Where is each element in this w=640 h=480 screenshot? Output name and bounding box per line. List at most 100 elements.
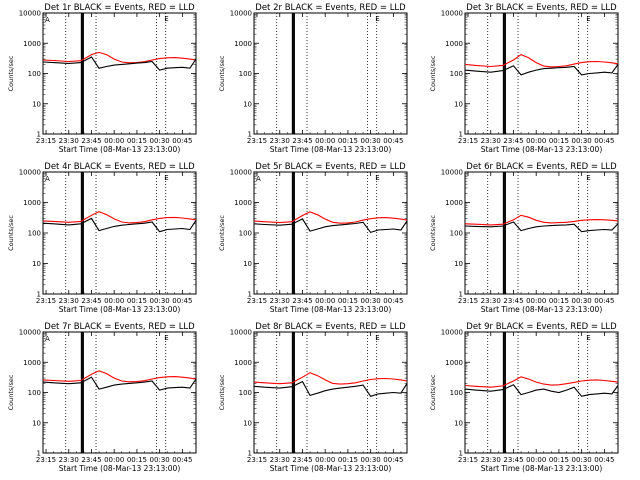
y-tick-label: 10 [32,260,41,268]
y-tick-label: 100 [239,70,252,78]
y-tick-label: 10000 [19,10,41,18]
x-axis-label: Start Time (08-Mar-13 23:13:00) [59,464,181,473]
y-tick-label: 10000 [230,169,252,177]
panel-title: Det 7r BLACK = Events, RED = LLD [44,322,195,332]
series-events-line [42,376,197,391]
y-axis-label: Counts/sec [7,374,15,410]
y-tick-label: 1 [37,131,41,139]
panel-3: Det 3r BLACK = Events, RED = LLD 1 10 100 10… [429,3,619,154]
x-tick-label: 23:15 [36,297,56,305]
series-events-line [253,218,408,234]
y-tick-label: 1 [37,450,41,458]
y-tick-label: 10 [243,260,252,268]
x-tick-label: 00:15 [127,297,147,305]
y-tick-label: 10 [32,419,41,427]
x-tick-label: 00:45 [594,137,614,145]
x-tick-label: 00:45 [383,137,403,145]
panel-1: Det 1r BLACK = Events, RED = LLD 1 10 100 10… [7,3,197,154]
series-lld-line [253,372,408,385]
x-tick-label: 23:45 [503,137,523,145]
x-tick-label: 23:30 [481,456,501,464]
y-axis-label: Counts/sec [429,215,437,251]
x-tick-label: 23:15 [36,137,56,145]
x-axis-label: Start Time (08-Mar-13 23:13:00) [270,145,392,154]
x-tick-label: 23:15 [36,456,56,464]
y-tick-label: 10 [243,419,252,427]
panel-title: Det 1r BLACK = Events, RED = LLD [44,3,195,13]
mode-marker: A [45,175,50,183]
mode-marker: A [256,175,261,183]
y-tick-label: 100 [239,389,252,397]
y-tick-label: 1000 [234,359,252,367]
y-tick-label: 10 [32,100,41,108]
x-tick-label: 23:45 [81,297,101,305]
y-tick-label: 10 [454,100,463,108]
y-tick-label: 10 [454,419,463,427]
x-tick-label: 00:15 [338,456,358,464]
flag-marker: E [375,15,379,23]
x-axis-label: Start Time (08-Mar-13 23:13:00) [481,464,603,473]
y-tick-label: 10000 [19,329,41,337]
x-tick-label: 23:15 [458,456,478,464]
x-tick-label: 23:15 [247,297,267,305]
y-tick-label: 1 [248,291,252,299]
y-tick-label: 10000 [19,169,41,177]
x-tick-label: 23:30 [59,297,79,305]
y-tick-label: 1 [248,450,252,458]
x-tick-label: 00:00 [526,297,546,305]
panel-title: Det 9r BLACK = Events, RED = LLD [466,322,617,332]
x-tick-label: 23:30 [481,297,501,305]
x-tick-label: 00:15 [338,137,358,145]
panel-title: Det 3r BLACK = Events, RED = LLD [466,3,617,13]
series-lld-line [253,211,408,224]
x-tick-label: 00:45 [172,137,192,145]
x-tick-label: 00:30 [572,297,592,305]
y-tick-label: 10000 [441,10,463,18]
y-axis-label: Counts/sec [218,55,226,91]
x-tick-label: 00:30 [361,137,381,145]
flag-marker: E [586,174,590,182]
x-tick-label: 00:00 [315,137,335,145]
x-tick-label: 00:00 [104,456,124,464]
panel-title: Det 4r BLACK = Events, RED = LLD [44,162,195,172]
y-tick-label: 10 [454,260,463,268]
y-tick-label: 1000 [23,40,41,48]
x-tick-label: 23:30 [59,456,79,464]
panel-title: Det 2r BLACK = Events, RED = LLD [255,3,406,13]
series-events-line [253,380,408,397]
flag-marker: E [586,334,590,342]
x-tick-label: 00:45 [172,456,192,464]
y-tick-label: 100 [450,389,463,397]
series-events-line [464,64,619,76]
x-tick-label: 00:15 [549,456,569,464]
x-axis-label: Start Time (08-Mar-13 23:13:00) [270,305,392,314]
y-tick-label: 100 [450,230,463,238]
x-tick-label: 23:30 [270,297,290,305]
series-events-line [464,384,619,397]
x-tick-label: 00:30 [572,137,592,145]
x-tick-label: 00:45 [594,456,614,464]
x-tick-label: 00:30 [150,456,170,464]
x-tick-label: 23:45 [292,137,312,145]
series-events-line [42,56,197,71]
x-tick-label: 00:00 [526,137,546,145]
series-lld-line [464,53,619,68]
y-tick-label: 100 [28,70,41,78]
panel-9: Det 9r BLACK = Events, RED = LLD 1 10 100 10… [429,322,619,473]
y-tick-label: 10000 [230,10,252,18]
y-tick-label: 1 [37,291,41,299]
x-axis-label: Start Time (08-Mar-13 23:13:00) [481,145,603,154]
x-tick-label: 00:30 [361,297,381,305]
flag-marker: E [375,174,379,182]
series-lld-line [42,51,197,64]
x-tick-label: 00:30 [150,137,170,145]
series-lld-line [42,211,197,224]
x-tick-label: 00:45 [383,297,403,305]
panel-5: Det 5r BLACK = Events, RED = LLD 1 10 100 10… [218,162,408,314]
panel-title: Det 6r BLACK = Events, RED = LLD [466,162,617,172]
x-tick-label: 23:45 [81,456,101,464]
x-tick-label: 00:15 [338,297,358,305]
y-axis-label: Counts/sec [7,55,15,91]
x-tick-label: 23:15 [458,297,478,305]
